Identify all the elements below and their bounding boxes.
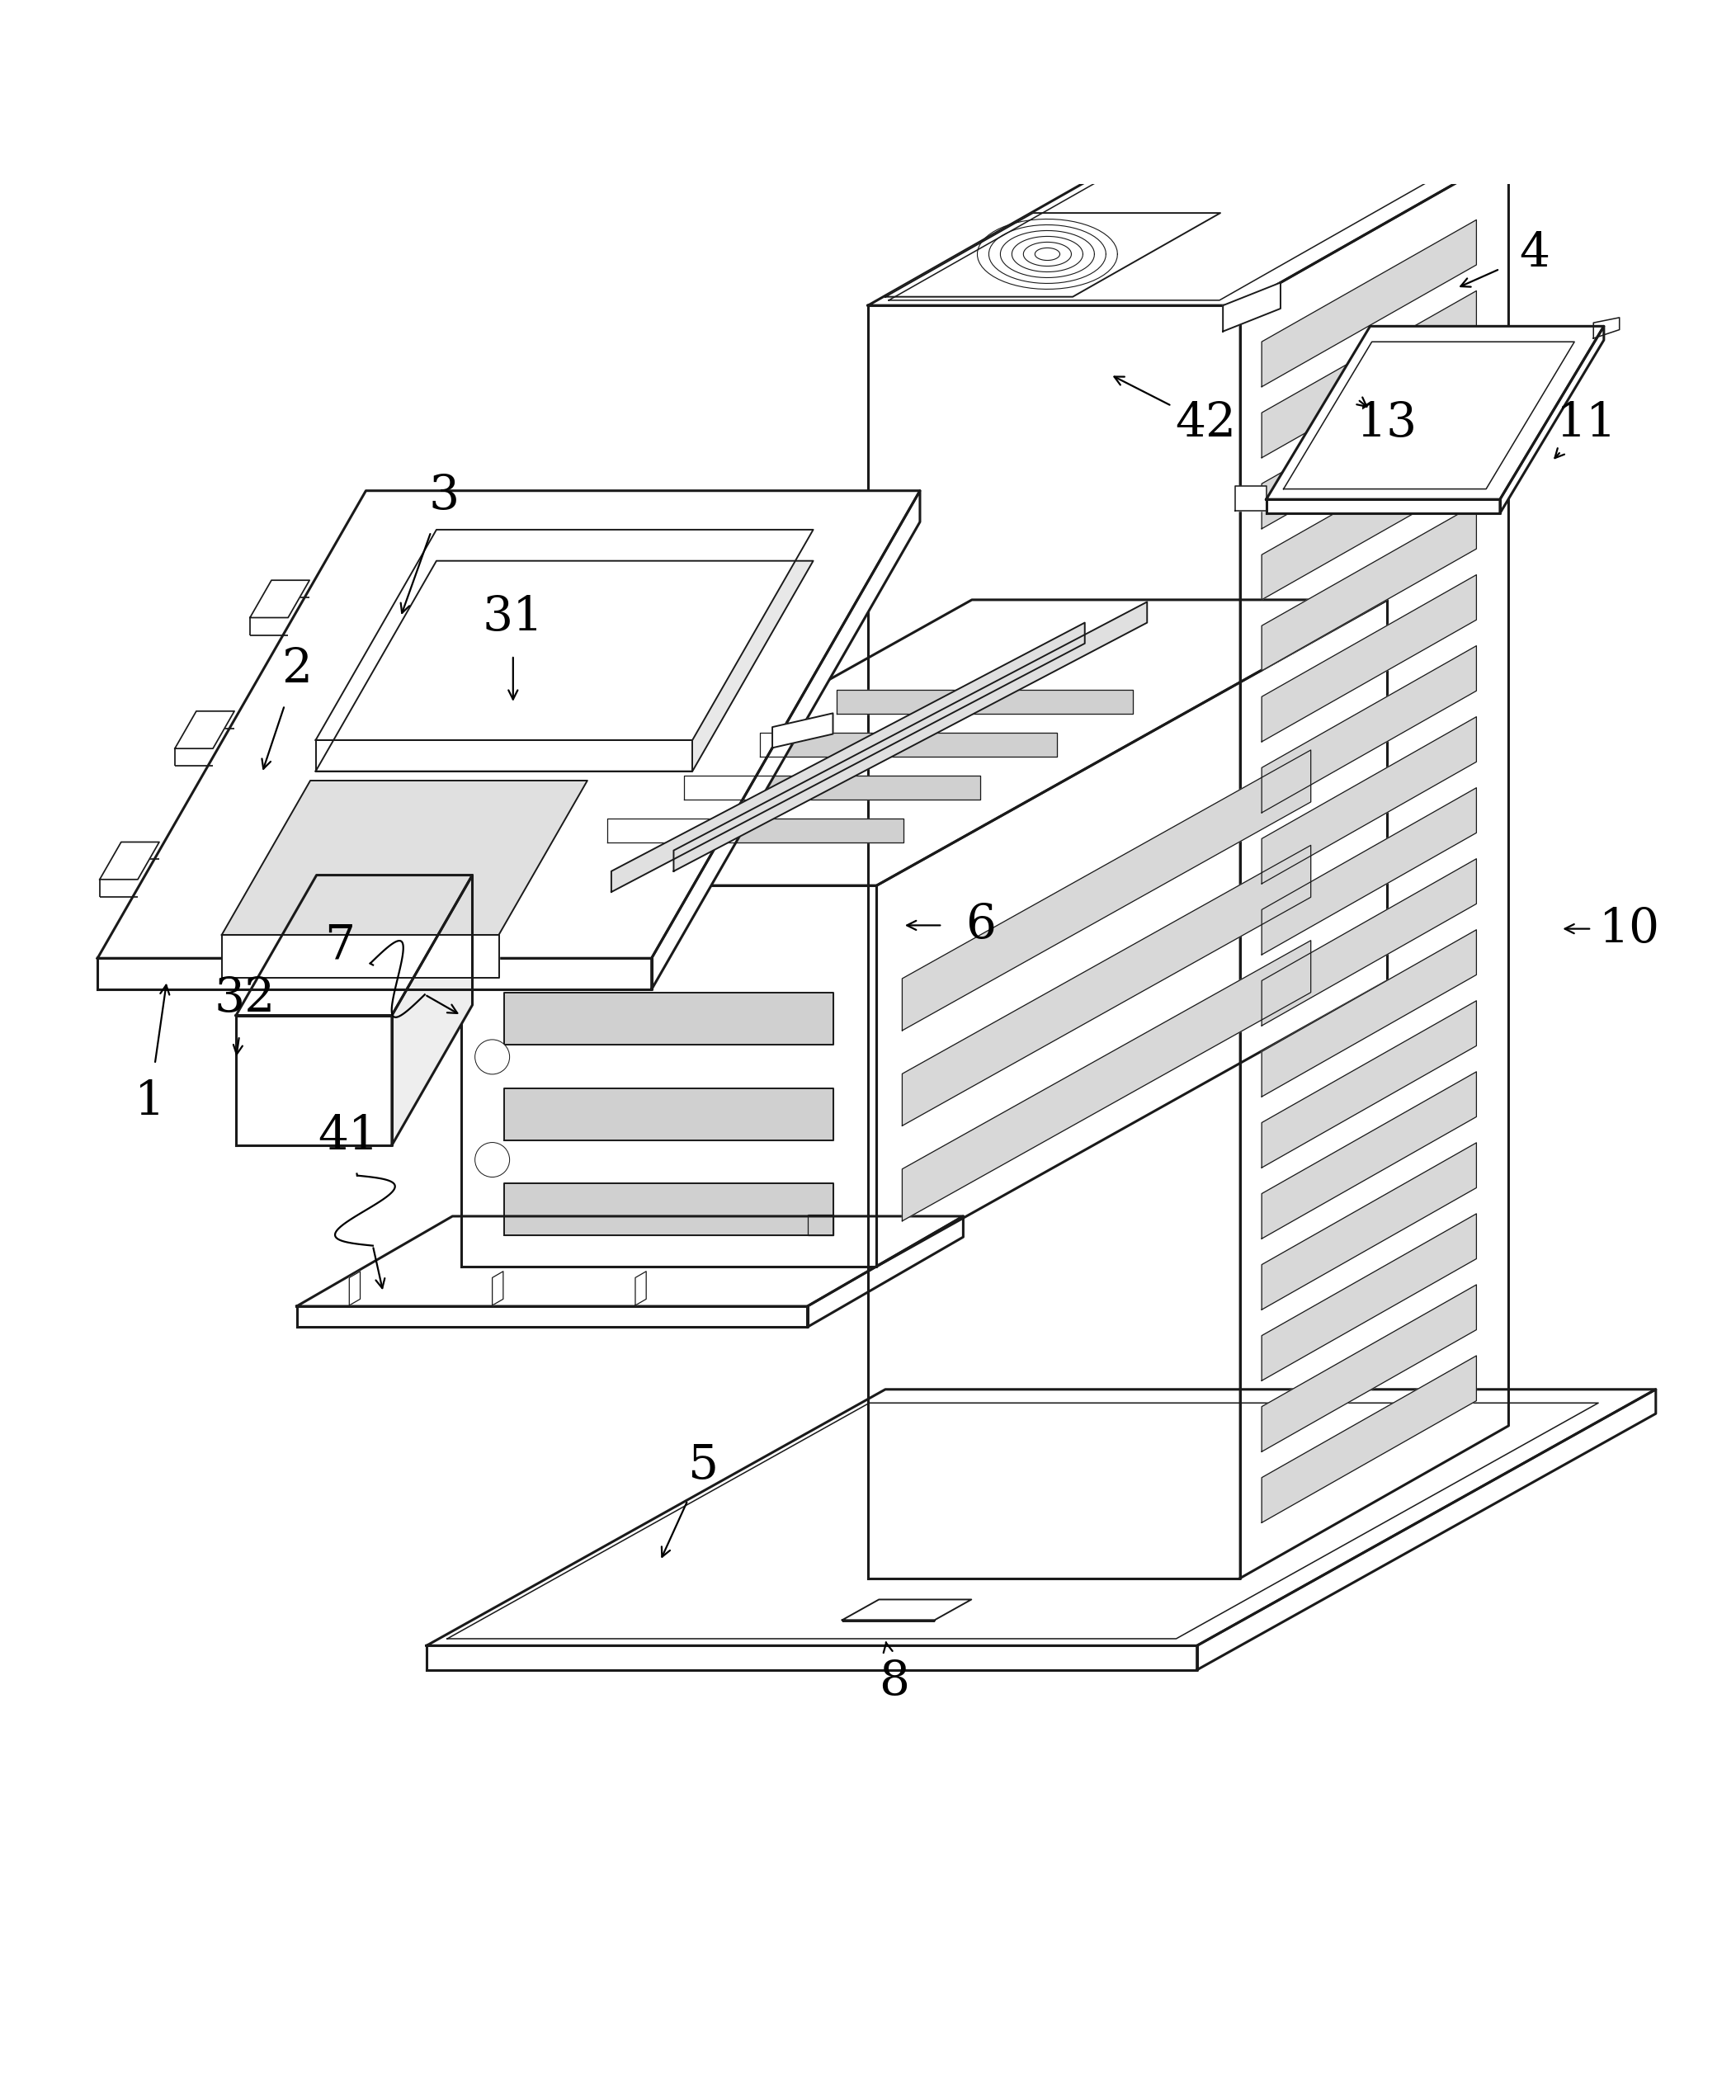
Polygon shape [222,781,587,935]
Polygon shape [1262,788,1476,956]
Polygon shape [773,714,833,748]
Polygon shape [885,212,1220,296]
Polygon shape [868,304,1240,1577]
Polygon shape [1222,284,1281,332]
Polygon shape [684,775,981,800]
Polygon shape [1262,504,1476,670]
Polygon shape [250,580,309,617]
Polygon shape [1262,1142,1476,1310]
Polygon shape [175,712,234,748]
Text: 42: 42 [1175,401,1236,447]
Polygon shape [1266,500,1500,512]
Polygon shape [97,958,651,989]
Polygon shape [868,153,1509,304]
Polygon shape [1262,290,1476,458]
Circle shape [476,1142,510,1178]
Polygon shape [505,1182,833,1235]
Polygon shape [1262,930,1476,1096]
Polygon shape [462,886,877,1266]
Text: 2: 2 [281,647,312,693]
Text: 4: 4 [1519,231,1550,277]
Polygon shape [505,993,833,1046]
Polygon shape [1594,317,1620,338]
Polygon shape [837,689,1134,714]
Polygon shape [1240,153,1509,1577]
Text: 10: 10 [1599,905,1660,951]
Polygon shape [222,935,498,979]
Polygon shape [903,941,1311,1220]
Text: 5: 5 [687,1443,719,1489]
Polygon shape [427,1390,1656,1646]
Polygon shape [1262,220,1476,386]
Polygon shape [903,844,1311,1126]
Polygon shape [903,750,1311,1031]
Polygon shape [349,1270,359,1306]
Polygon shape [236,876,472,1016]
Polygon shape [1262,1002,1476,1168]
Text: 1: 1 [134,1079,165,1126]
Polygon shape [1500,326,1604,512]
Text: 11: 11 [1555,401,1616,447]
Text: 41: 41 [318,1113,378,1159]
Text: 13: 13 [1358,401,1418,447]
Polygon shape [608,819,903,842]
Polygon shape [427,1646,1196,1670]
Polygon shape [674,603,1147,872]
Text: 32: 32 [214,974,276,1021]
Polygon shape [1262,716,1476,884]
Polygon shape [316,529,812,739]
Polygon shape [462,601,1387,886]
Polygon shape [505,1088,833,1140]
Polygon shape [297,1306,807,1327]
Polygon shape [316,739,693,771]
Polygon shape [611,624,1085,892]
Text: 3: 3 [429,472,458,519]
Text: 8: 8 [878,1659,910,1705]
Polygon shape [1262,361,1476,529]
Polygon shape [97,491,920,958]
Polygon shape [807,1216,963,1327]
Text: 6: 6 [965,903,996,949]
Polygon shape [1266,326,1604,500]
Polygon shape [760,733,1057,756]
Polygon shape [1262,647,1476,813]
Polygon shape [1234,487,1266,510]
Text: 7: 7 [325,924,356,970]
Polygon shape [99,842,160,880]
Polygon shape [1262,1357,1476,1522]
Polygon shape [842,1600,972,1619]
Polygon shape [1262,1071,1476,1239]
Polygon shape [493,1270,503,1306]
Circle shape [476,1040,510,1075]
Polygon shape [1262,1285,1476,1451]
Polygon shape [635,1270,646,1306]
Polygon shape [1196,1390,1656,1670]
Polygon shape [236,1016,392,1144]
Polygon shape [1262,1214,1476,1380]
Polygon shape [1262,433,1476,601]
Polygon shape [392,876,472,1144]
Polygon shape [1262,575,1476,741]
Text: 31: 31 [483,594,543,640]
Polygon shape [877,601,1387,1266]
Polygon shape [316,561,812,771]
Polygon shape [1262,859,1476,1025]
Polygon shape [651,491,920,989]
Polygon shape [297,1216,963,1306]
